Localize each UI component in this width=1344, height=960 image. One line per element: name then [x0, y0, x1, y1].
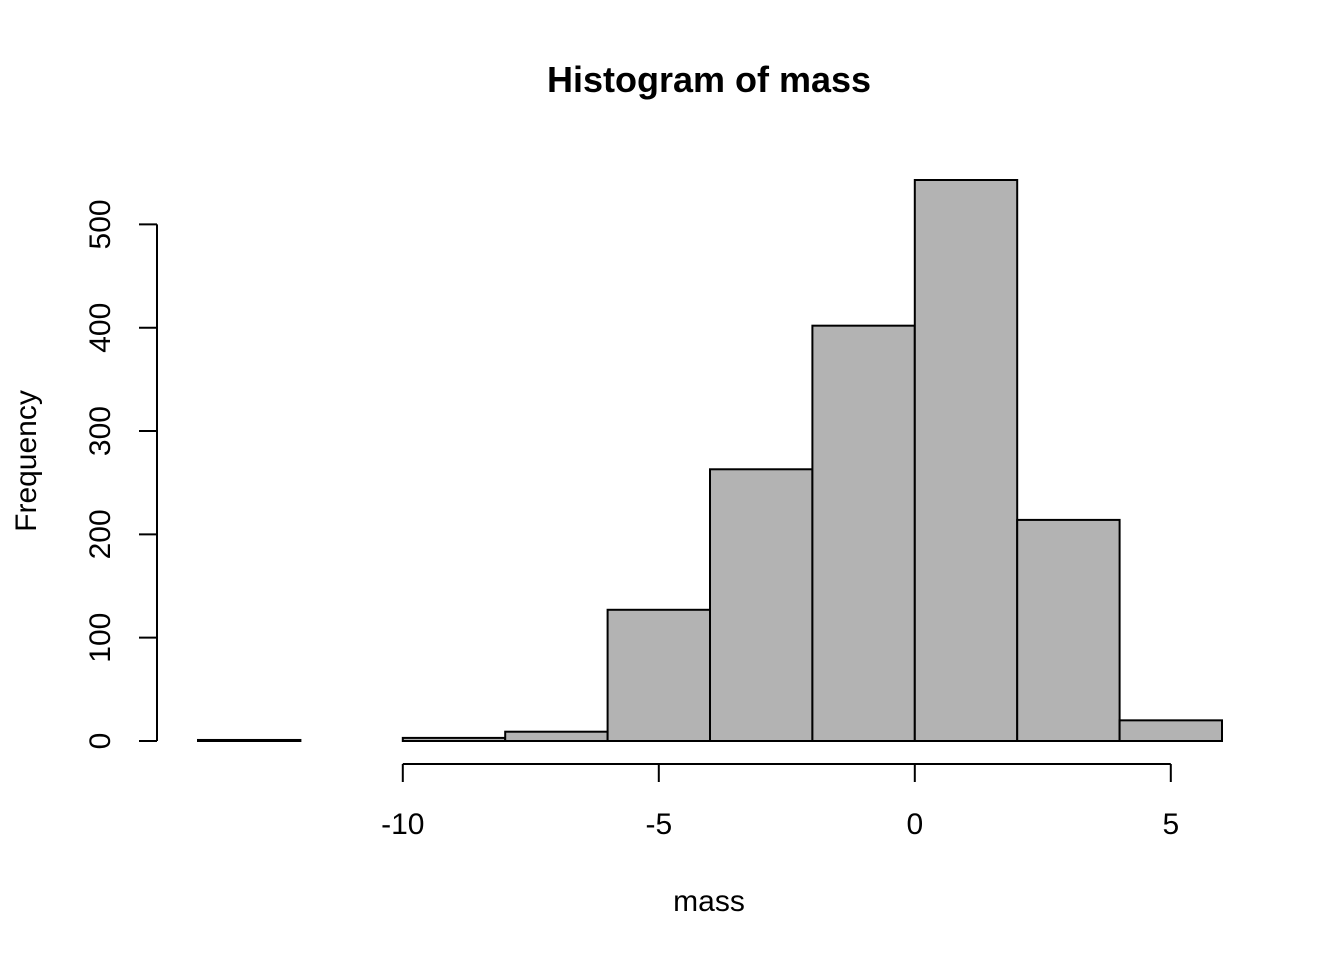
y-tick-label: 100 [84, 613, 117, 663]
y-tick-label: 300 [84, 406, 117, 456]
histogram-bar [606, 608, 711, 742]
bars [197, 179, 1223, 743]
x-tick-label: 5 [1162, 808, 1179, 841]
histogram-bar [401, 736, 507, 743]
x-axis-label: mass [673, 885, 745, 918]
y-axis: 0 100 200 300 400 500 [84, 199, 158, 750]
x-tick-label: 0 [906, 808, 923, 841]
x-tick-label: -10 [381, 808, 424, 841]
y-tick-label: 200 [84, 509, 117, 559]
x-tick-label: -5 [645, 808, 672, 841]
histogram-bar [709, 468, 814, 742]
y-axis-label: Frequency [10, 390, 43, 532]
histogram-bar [1016, 518, 1121, 742]
histogram-bar [197, 738, 302, 743]
histogram-bar [913, 179, 1019, 742]
x-axis: -10 -5 0 5 [381, 763, 1179, 841]
y-tick-label: 500 [84, 199, 117, 249]
y-tick-label: 400 [84, 303, 117, 353]
histogram-bar [504, 730, 609, 743]
histogram-bar [811, 324, 916, 742]
histogram-bar [1118, 719, 1223, 743]
chart-title: Histogram of mass [547, 59, 871, 100]
y-tick-label: 0 [84, 733, 117, 750]
